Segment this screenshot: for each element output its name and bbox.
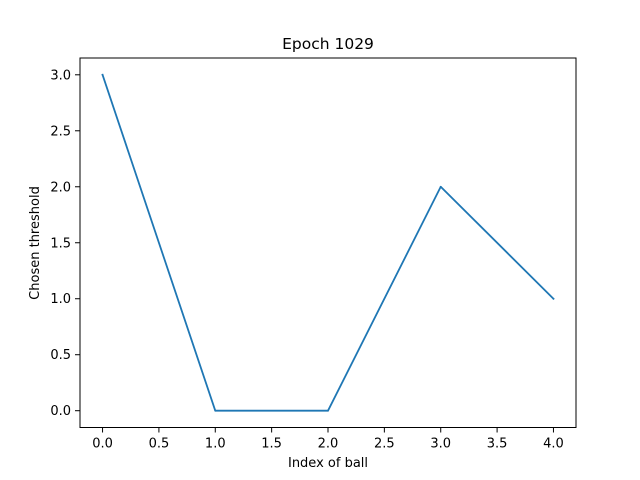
x-tick-label: 2.5: [374, 437, 395, 452]
y-tick-label: 0.0: [50, 404, 71, 419]
y-tick-label: 2.0: [50, 180, 71, 195]
y-tick-label: 1.5: [50, 236, 71, 251]
y-tick-label: 0.5: [50, 348, 71, 363]
y-axis: 0.0 0.5 1.0 1.5 2.0 2.5 3.0: [50, 68, 80, 419]
data-point: [214, 409, 217, 412]
data-point: [439, 185, 442, 188]
x-axis-label: Index of ball: [288, 456, 368, 471]
y-axis-label: Chosen threshold: [28, 186, 43, 300]
y-tick-label: 1.0: [50, 292, 71, 307]
chart-title: Epoch 1029: [282, 35, 374, 53]
data-point: [101, 73, 104, 76]
x-tick-label: 0.0: [92, 437, 113, 452]
x-tick-label: 3.0: [430, 437, 451, 452]
y-tick-label: 3.0: [50, 68, 71, 83]
data-point: [552, 297, 555, 300]
plot-frame: [79, 57, 577, 428]
x-tick-label: 4.0: [543, 437, 564, 452]
x-axis: 0.0 0.5 1.0 1.5 2.0 2.5 3.0 3.5 4.0: [92, 427, 564, 452]
x-tick-label: 1.0: [205, 437, 226, 452]
x-tick-label: 1.5: [261, 437, 282, 452]
x-tick-label: 2.0: [318, 437, 339, 452]
x-tick-label: 3.5: [487, 437, 508, 452]
series-layer: [101, 73, 555, 412]
data-point: [327, 409, 329, 412]
x-tick-label: 0.5: [149, 437, 170, 452]
y-tick-label: 2.5: [50, 124, 71, 139]
